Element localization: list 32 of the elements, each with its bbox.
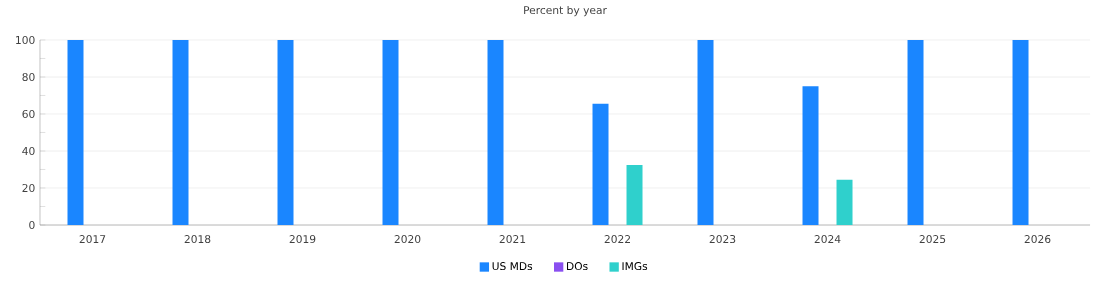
x-tick-label: 2024 [814, 235, 841, 244]
bar [67, 40, 84, 225]
y-tick-label: 40 [22, 146, 35, 156]
bar [487, 40, 504, 225]
x-tick-label: 2026 [1024, 235, 1051, 244]
legend-label: US MDs [492, 262, 533, 271]
bar [697, 40, 714, 225]
bar [836, 179, 853, 225]
x-tick-label: 2021 [499, 235, 526, 244]
bar [382, 40, 399, 225]
bar [907, 40, 924, 225]
legend-label: IMGs [622, 262, 648, 271]
bar [277, 40, 294, 225]
bar [626, 164, 643, 225]
x-tick-label: 2017 [79, 235, 106, 244]
bar [802, 86, 819, 225]
y-tick-label: 80 [22, 72, 35, 82]
y-tick-label: 0 [29, 220, 35, 230]
bar [1012, 40, 1029, 225]
bar [172, 40, 189, 225]
y-tick-label: 60 [22, 109, 35, 119]
x-tick-label: 2022 [604, 235, 630, 244]
x-tick-label: 2018 [184, 235, 211, 244]
chart-title: Percent by year [524, 5, 607, 17]
y-tick-label: 20 [22, 183, 35, 193]
bar [592, 103, 609, 225]
x-tick-label: 2025 [919, 235, 946, 244]
x-tick-label: 2023 [709, 235, 736, 244]
legend-label: DOs [567, 262, 588, 271]
x-tick-label: 2019 [289, 235, 316, 244]
y-tick-label: 100 [16, 35, 35, 45]
x-tick-label: 2020 [394, 235, 421, 244]
